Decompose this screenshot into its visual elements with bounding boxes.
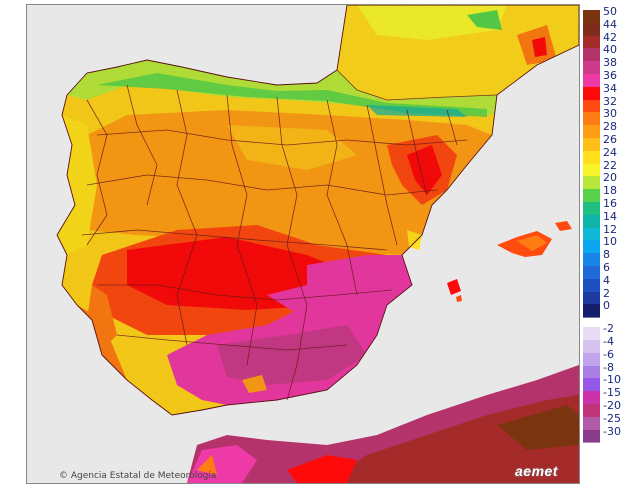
legend-label-pos-9: 28 xyxy=(603,120,617,134)
legend-label-neg-8: -30 xyxy=(603,424,621,438)
legend-swatch-pos-2 xyxy=(583,35,600,50)
map-image xyxy=(27,5,579,483)
legend-label-neg-1: -4 xyxy=(603,335,614,348)
credit-text: Agencia Estatal de Meteorología xyxy=(70,471,217,481)
legend-label-pos-14: 18 xyxy=(603,184,617,198)
legend-swatch-pos-7 xyxy=(583,99,600,114)
legend-label-pos-6: 34 xyxy=(603,81,617,95)
legend-swatch-neg-6 xyxy=(583,404,600,418)
legend-label-pos-17: 12 xyxy=(603,222,617,236)
aemet-logo: aemet xyxy=(515,463,558,479)
legend-label-pos-23: 0 xyxy=(603,299,610,313)
legend-swatch-neg-5 xyxy=(583,391,600,405)
legend-label-pos-4: 38 xyxy=(603,56,617,70)
legend-label-pos-10: 26 xyxy=(603,133,617,146)
copyright-icon: © xyxy=(59,471,68,481)
legend-swatch-pos-10 xyxy=(583,138,600,152)
legend-label-pos-20: 6 xyxy=(603,261,610,274)
legend-label-neg-0: -2 xyxy=(603,322,614,336)
legend-swatch-pos-4 xyxy=(583,61,600,75)
legend-label-pos-22: 2 xyxy=(603,286,610,300)
legend-swatch-pos-18 xyxy=(583,240,600,255)
legend-swatch-pos-9 xyxy=(583,125,600,139)
legend-label-neg-2: -6 xyxy=(603,347,614,361)
legend-label-pos-0: 50 xyxy=(603,5,617,18)
legend-label-neg-3: -8 xyxy=(603,360,614,374)
legend-swatch-pos-17 xyxy=(583,227,600,242)
legend-label-pos-12: 22 xyxy=(603,158,617,172)
legend-swatch-neg-7 xyxy=(583,416,600,431)
legend-swatch-pos-23 xyxy=(583,304,600,319)
legend-swatch-pos-20 xyxy=(583,266,600,280)
legend-label-pos-11: 24 xyxy=(603,145,617,159)
legend-label-pos-1: 44 xyxy=(603,17,617,31)
legend-swatch-pos-15 xyxy=(583,202,600,216)
legend-label-neg-7: -25 xyxy=(603,411,621,425)
legend-swatch-pos-5 xyxy=(583,74,600,88)
legend-swatch-pos-16 xyxy=(583,214,600,229)
legend-swatch-neg-2 xyxy=(583,352,600,367)
legend-label-pos-13: 20 xyxy=(603,171,617,185)
legend-swatch-pos-21 xyxy=(583,278,600,293)
temperature-map: © Agencia Estatal de Meteorología aemet xyxy=(26,4,580,484)
legend-swatch-neg-0 xyxy=(583,327,600,341)
legend-swatch-pos-6 xyxy=(583,86,600,101)
legend-label-pos-21: 4 xyxy=(603,273,610,287)
legend-swatch-neg-1 xyxy=(583,340,600,354)
legend-swatch-pos-19 xyxy=(583,253,600,267)
legend-label-neg-5: -15 xyxy=(603,386,621,400)
legend-swatch-pos-11 xyxy=(583,150,600,165)
logo-text: aemet xyxy=(515,463,558,479)
legend-swatch-neg-3 xyxy=(583,365,600,380)
legend-label-pos-8: 30 xyxy=(603,107,617,121)
agency-credit: © Agencia Estatal de Meteorología xyxy=(59,471,216,481)
legend-label-pos-3: 40 xyxy=(603,43,617,57)
legend-swatch-neg-8 xyxy=(583,429,600,444)
legend-swatch-pos-1 xyxy=(583,22,600,37)
legend-label-pos-16: 14 xyxy=(603,209,617,223)
legend-label-pos-2: 42 xyxy=(603,30,617,44)
legend-label-pos-18: 10 xyxy=(603,235,617,249)
legend-label-pos-19: 8 xyxy=(603,248,610,262)
legend-label-neg-4: -10 xyxy=(603,373,621,387)
legend-swatch-pos-0 xyxy=(583,10,600,24)
legend-swatch-pos-8 xyxy=(583,112,600,127)
legend-label-pos-5: 36 xyxy=(603,69,617,82)
color-legend: 50 44 42 40 38 36 34 32 30 28 26 24 22 20 18 16 14 12 10 8 6… xyxy=(583,6,630,488)
legend-label-neg-6: -20 xyxy=(603,399,621,412)
legend-label-pos-7: 32 xyxy=(603,94,617,108)
legend-swatch-pos-22 xyxy=(583,291,600,306)
legend-swatch-pos-12 xyxy=(583,163,600,178)
legend-swatch-pos-13 xyxy=(583,176,600,191)
legend-swatch-neg-4 xyxy=(583,378,600,393)
legend-swatch-pos-3 xyxy=(583,48,600,63)
legend-swatch-pos-14 xyxy=(583,189,600,203)
legend-label-pos-15: 16 xyxy=(603,197,617,210)
